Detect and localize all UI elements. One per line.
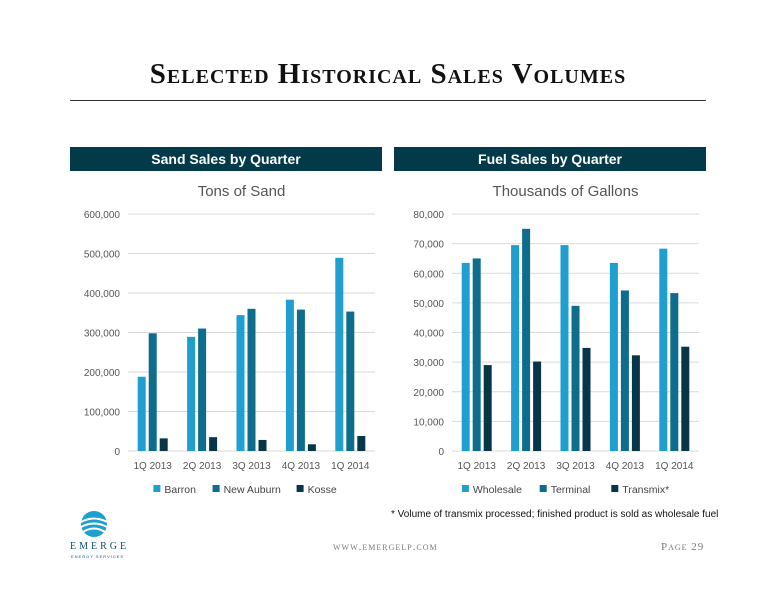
sand-chart-title: Tons of Sand [198, 183, 286, 200]
fuel-chart-bar-terminal [620, 290, 629, 451]
fuel-chart-bar-wholesale [560, 245, 569, 451]
emerge-logo-icon [80, 511, 108, 537]
sand-chart-band-title: Sand Sales by Quarter [70, 147, 382, 171]
sand-chart-legend-label: Kosse [308, 484, 337, 496]
fuel-chart-band-title: Fuel Sales by Quarter [394, 147, 706, 171]
fuel-chart-y-tick-label: 40,000 [413, 329, 444, 340]
sand-chart-svg: Tons of Sand 0 100,000 200,000 300,000 400,00… [84, 183, 375, 496]
fuel-chart-x-tick-label: 4Q 2013 [606, 461, 645, 472]
fuel-chart-bar-terminal [472, 258, 481, 451]
sand-chart-bar-kosse [209, 437, 218, 451]
fuel-chart-y-tick-label: 70,000 [413, 240, 444, 251]
sand-chart-bar-kosse [307, 444, 316, 451]
sand-chart-y-tick-label: 400,000 [84, 289, 121, 300]
fuel-chart-x-tick-label: 1Q 2013 [458, 461, 497, 472]
sand-chart-bar-barron [236, 315, 245, 451]
fuel-chart-y-tick-label: 60,000 [413, 269, 444, 280]
sand-chart-legend-label: New Auburn [224, 484, 281, 496]
sand-chart-x-tick-label: 3Q 2013 [232, 461, 271, 472]
fuel-chart-legend-label: Wholesale [473, 484, 522, 496]
fuel-chart-x-tick-label: 2Q 2013 [507, 461, 546, 472]
logo-subtitle: ENERGY SERVICES [71, 554, 125, 559]
fuel-chart-y-tick-label: 20,000 [413, 388, 444, 399]
sand-chart-bar-newauburn [247, 308, 256, 451]
sand-chart-legend-swatch [296, 485, 304, 492]
sand-chart-bar-barron [335, 257, 344, 451]
fuel-chart-y-tick-label: 10,000 [413, 417, 444, 428]
sand-chart-bar-newauburn [346, 311, 355, 451]
fuel-chart-bar-wholesale [511, 245, 520, 451]
fuel-chart-bar-wholesale [461, 262, 470, 451]
sand-chart: Tons of Sand 0 100,000 200,000 300,000 400,00… [70, 172, 382, 507]
sand-chart-legend-swatch [212, 485, 220, 492]
fuel-chart-bar-transmix [631, 355, 640, 451]
sand-chart-bar-kosse [357, 435, 366, 451]
fuel-chart-x-tick-label: 1Q 2014 [655, 461, 694, 472]
fuel-chart-title: Thousands of Gallons [493, 183, 639, 200]
fuel-chart-y-tick-label: 80,000 [413, 210, 444, 221]
fuel-chart: Thousands of Gallons 0 10,000 20,000 30,000 4… [394, 172, 706, 507]
sand-chart-bar-newauburn [198, 328, 207, 451]
sand-chart-y-tick-label: 500,000 [84, 250, 121, 261]
fuel-chart-bar-terminal [571, 305, 580, 451]
page-number: Page 29 [661, 541, 705, 553]
sand-chart-y-tick-label: 0 [114, 447, 120, 458]
sand-chart-y-tick-label: 600,000 [84, 210, 121, 221]
sand-chart-bar-kosse [258, 439, 267, 451]
fuel-chart-x-tick-label: 3Q 2013 [556, 461, 595, 472]
fuel-chart-legend-label: Transmix* [622, 484, 669, 496]
sand-chart-bar-newauburn [296, 309, 305, 451]
sand-chart-bar-barron [187, 336, 196, 451]
sand-chart-legend-label: Barron [164, 484, 196, 496]
fuel-chart-bar-wholesale [609, 262, 618, 451]
title-divider [70, 100, 706, 101]
footnote: * Volume of transmix processed; finished… [391, 509, 719, 520]
fuel-chart-bar-terminal [522, 228, 531, 451]
logo-wordmark: EMERGE [70, 541, 130, 552]
fuel-chart-bar-wholesale [659, 248, 668, 451]
fuel-chart-legend-swatch [611, 485, 619, 492]
sand-chart-y-tick-label: 200,000 [84, 368, 121, 379]
fuel-chart-bar-transmix [533, 361, 542, 451]
sand-chart-x-tick-label: 1Q 2014 [331, 461, 370, 472]
sand-chart-bar-barron [285, 299, 294, 451]
sand-chart-x-tick-label: 1Q 2013 [134, 461, 173, 472]
sand-chart-y-tick-label: 100,000 [84, 408, 121, 419]
sand-chart-y-tick-label: 300,000 [84, 329, 121, 340]
fuel-chart-bar-transmix [681, 346, 690, 451]
fuel-chart-bar-transmix [483, 365, 492, 451]
sand-chart-x-tick-label: 2Q 2013 [183, 461, 222, 472]
fuel-chart-bar-terminal [670, 293, 679, 451]
fuel-chart-y-tick-label: 30,000 [413, 358, 444, 369]
sand-chart-bar-newauburn [148, 333, 157, 451]
sand-chart-bar-kosse [159, 438, 168, 451]
sand-chart-x-tick-label: 4Q 2013 [282, 461, 321, 472]
sand-chart-legend-swatch [153, 485, 161, 492]
fuel-chart-legend-swatch [539, 485, 547, 492]
website-url[interactable]: www.emergelp.com [333, 541, 438, 553]
fuel-chart-y-tick-label: 50,000 [413, 299, 444, 310]
fuel-chart-y-tick-label: 0 [438, 447, 444, 458]
page-title: Selected Historical Sales Volumes [149, 58, 627, 90]
fuel-chart-svg: Thousands of Gallons 0 10,000 20,000 30,000 4… [413, 183, 699, 496]
fuel-chart-legend-label: Terminal [551, 484, 591, 496]
fuel-chart-bar-transmix [582, 347, 591, 451]
sand-chart-bar-barron [137, 376, 146, 451]
fuel-chart-legend-swatch [461, 485, 469, 492]
